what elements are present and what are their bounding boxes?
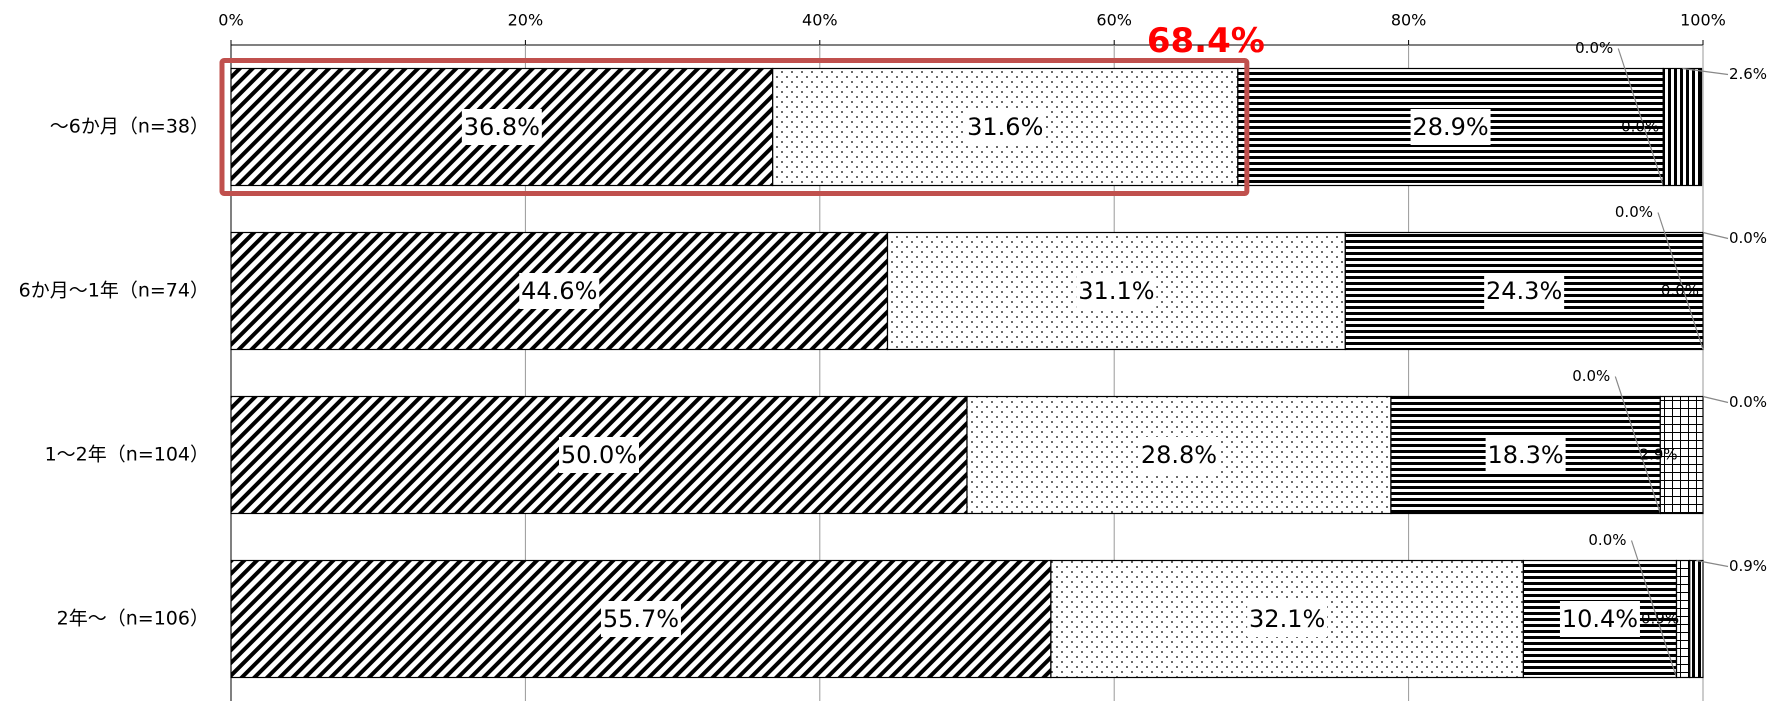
value-label: 18.3% xyxy=(1487,441,1563,469)
value-label: 28.8% xyxy=(1141,441,1217,469)
leader-line xyxy=(1630,540,1678,678)
label-bg xyxy=(1247,601,1328,637)
x-tick-label: 40% xyxy=(802,11,838,30)
leader-line xyxy=(1696,559,1729,568)
leader-line xyxy=(1702,231,1729,240)
annotation: 68.4% xyxy=(1147,21,1265,61)
label-bg xyxy=(600,601,681,637)
label-bg xyxy=(1484,273,1565,309)
value-label-small: 0.0% xyxy=(1621,118,1659,136)
x-tick-label: 100% xyxy=(1680,11,1726,30)
label-bg xyxy=(1559,601,1640,637)
value-label-small: 0.0% xyxy=(1729,393,1767,411)
bar-segment xyxy=(1659,395,1704,515)
leader-line xyxy=(1657,212,1704,350)
value-label-small: 0.9% xyxy=(1729,557,1767,575)
value-label: 31.6% xyxy=(967,113,1043,141)
x-tick-label: 0% xyxy=(218,11,243,30)
value-label: 31.1% xyxy=(1078,277,1154,305)
leader-line xyxy=(1617,48,1664,186)
x-tick-label: 20% xyxy=(508,11,544,30)
highlight-box xyxy=(219,58,1250,196)
value-label-small: 0.0% xyxy=(1572,367,1610,385)
label-bg xyxy=(1410,109,1491,145)
bar-segment xyxy=(1662,67,1703,187)
bar-segment xyxy=(1689,559,1704,679)
value-label-small: 0.0% xyxy=(1661,282,1699,300)
category-label: 6か月～1年（n=74） xyxy=(19,280,209,302)
category-label: 2年～（n=106） xyxy=(57,608,209,630)
x-tick-label: 80% xyxy=(1391,11,1427,30)
value-label: 55.7% xyxy=(603,605,679,633)
value-label-small: 2.6% xyxy=(1729,65,1767,83)
label-bg xyxy=(1076,273,1157,309)
value-label: 36.8% xyxy=(464,113,540,141)
value-label-small: 0.0% xyxy=(1575,39,1613,57)
value-label: 44.6% xyxy=(521,277,597,305)
label-bg xyxy=(461,109,542,145)
label-bg xyxy=(559,437,639,473)
value-label-small: 0.0% xyxy=(1729,229,1767,247)
leader-line xyxy=(1702,395,1729,404)
label-bg xyxy=(1485,437,1566,473)
value-label-small: 0.9% xyxy=(1641,610,1679,628)
value-label: 50.0% xyxy=(561,441,637,469)
leader-line xyxy=(1614,376,1661,514)
leader-line xyxy=(1682,67,1729,76)
label-bg xyxy=(965,109,1046,145)
value-label: 24.3% xyxy=(1486,277,1562,305)
value-label-small: 0.0% xyxy=(1615,203,1653,221)
category-label: ～6か月（n=38） xyxy=(50,116,209,138)
value-label: 32.1% xyxy=(1249,605,1325,633)
value-label-small: 0.0% xyxy=(1588,531,1626,549)
value-label: 10.4% xyxy=(1562,605,1638,633)
x-tick-label: 60% xyxy=(1096,11,1132,30)
value-label: 28.9% xyxy=(1412,113,1488,141)
value-label-small: 2.9% xyxy=(1640,446,1678,464)
category-label: 1～2年（n=104） xyxy=(45,444,209,466)
label-bg xyxy=(1138,437,1219,473)
label-bg xyxy=(519,273,600,309)
